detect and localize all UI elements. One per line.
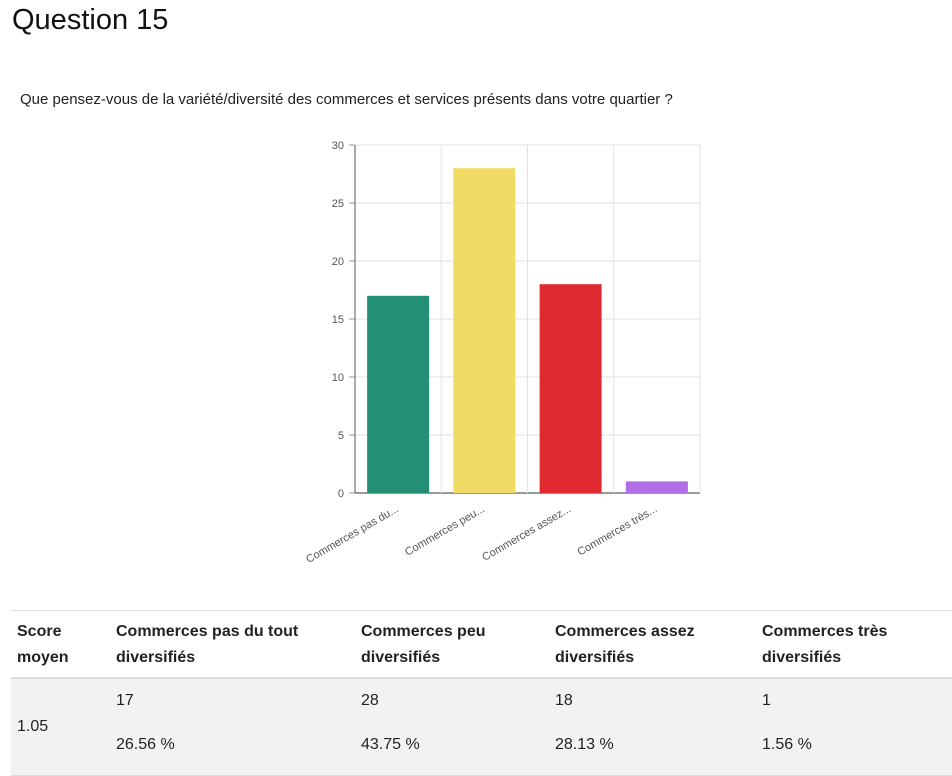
header-peu: Commerces peu diversifiés [355, 610, 549, 679]
x-tick-label: Commerces peu... [403, 503, 487, 558]
results-table: Score moyen Commerces pas du tout divers… [11, 610, 952, 776]
cell-peu: 28 43.75 % [355, 678, 549, 776]
cell-pas-du-tout: 17 26.56 % [110, 678, 355, 776]
bar [539, 284, 602, 493]
y-tick-label: 0 [338, 488, 344, 500]
y-tick-label: 20 [332, 256, 344, 268]
count-value: 18 [555, 692, 573, 709]
table-row: 1.05 17 26.56 % 28 43.75 % 18 28.13 % 1 … [11, 678, 952, 776]
count-value: 28 [361, 692, 379, 709]
header-tres: Commerces très diversifiés [756, 610, 952, 679]
count-value: 1 [762, 692, 771, 709]
cell-tres: 1 1.56 % [756, 678, 952, 776]
x-tick-label: Commerces très... [576, 503, 660, 558]
bar [367, 295, 430, 493]
percent-value: 26.56 % [116, 736, 175, 753]
percent-value: 1.56 % [762, 736, 812, 753]
page-title: Question 15 [12, 4, 169, 36]
x-tick-label: Commerces pas du... [304, 503, 401, 566]
table-header-row: Score moyen Commerces pas du tout divers… [11, 610, 952, 679]
percent-value: 43.75 % [361, 736, 420, 753]
x-tick-label: Commerces assez... [480, 503, 573, 564]
percent-value: 28.13 % [555, 736, 614, 753]
header-score: Score moyen [11, 610, 110, 679]
header-assez: Commerces assez diversifiés [549, 610, 756, 679]
y-tick-label: 10 [332, 372, 344, 384]
question-text: Que pensez-vous de la variété/diversité … [20, 91, 673, 108]
y-tick-label: 25 [332, 198, 344, 210]
cell-assez: 18 28.13 % [549, 678, 756, 776]
y-tick-label: 5 [338, 430, 344, 442]
bar [625, 481, 688, 493]
score-value: 1.05 [11, 678, 110, 776]
bar [453, 168, 516, 493]
header-pas-du-tout: Commerces pas du tout diversifiés [110, 610, 355, 679]
y-tick-label: 15 [332, 314, 344, 326]
y-tick-label: 30 [332, 140, 344, 152]
count-value: 17 [116, 692, 134, 709]
